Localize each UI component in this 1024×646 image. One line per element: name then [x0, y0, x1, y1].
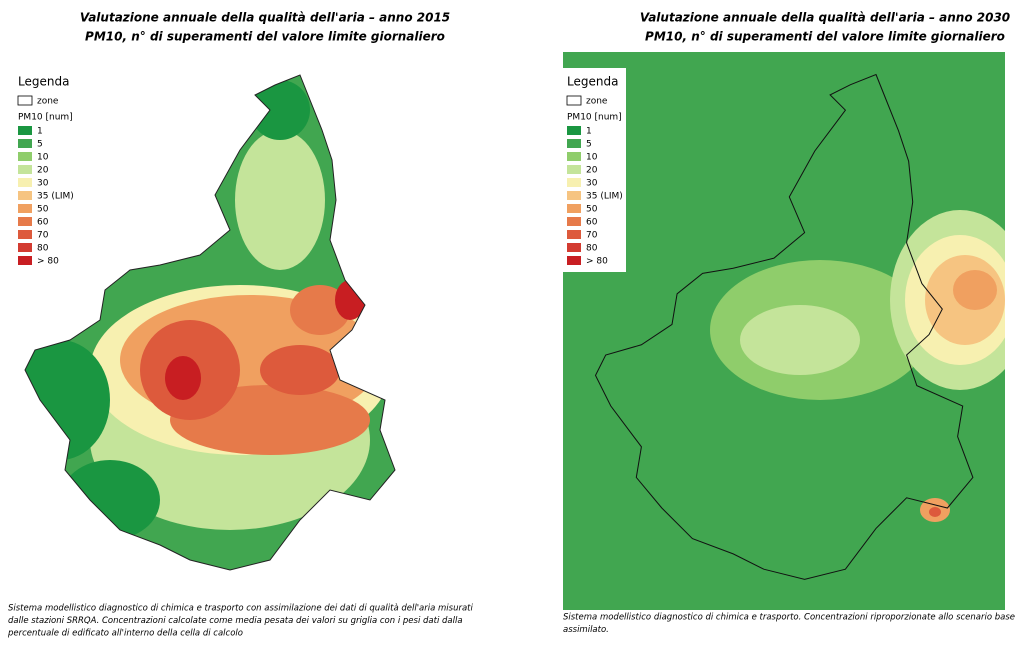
legend-label: 5: [37, 140, 43, 150]
legend-title: Legenda: [567, 75, 618, 89]
legend-swatch: [18, 178, 32, 187]
legend-swatch: [567, 152, 581, 161]
legend-label: 60: [586, 218, 598, 228]
legend-label: 30: [37, 179, 49, 189]
title: Valutazione annuale della qualità dell'a…: [80, 11, 450, 25]
legend-swatch: [567, 256, 581, 265]
caption: Sistema modellistico diagnostico di chim…: [8, 604, 474, 614]
legend-swatch: [567, 165, 581, 174]
legend-label: 35 (LIM): [37, 192, 74, 202]
legend-swatch: [567, 191, 581, 200]
title: PM10, n° di superamenti del valore limit…: [85, 30, 445, 44]
legend-label: zone: [586, 97, 608, 107]
legend-label: 70: [37, 231, 49, 241]
legend-label: 80: [586, 244, 598, 254]
legend-unit: PM10 [num]: [18, 113, 73, 123]
legend-title: Legenda: [18, 75, 69, 89]
legend-swatch: [18, 243, 32, 252]
legend-label: 1: [37, 127, 43, 137]
title: Valutazione annuale della qualità dell'a…: [640, 11, 1010, 25]
legend-label: 20: [586, 166, 598, 176]
caption: percentuale di edificato all'interno del…: [7, 629, 243, 639]
legend-swatch: [18, 126, 32, 135]
legend-label: 50: [586, 205, 598, 215]
legend-swatch: [567, 217, 581, 226]
legend-label: 5: [586, 140, 592, 150]
zone-swatch: [566, 95, 582, 106]
map-2015: [24, 74, 396, 571]
legend-label: > 80: [37, 257, 59, 267]
legend-swatch: [567, 204, 581, 213]
legend-swatch: [18, 230, 32, 239]
legend-swatch: [18, 139, 32, 148]
caption: assimilato.: [563, 625, 609, 635]
legend-label: 10: [37, 153, 49, 163]
legend-label: 30: [586, 179, 598, 189]
legend-swatch: [18, 152, 32, 161]
legend-swatch: [18, 191, 32, 200]
zone-swatch: [17, 95, 33, 106]
legend-swatch: [18, 217, 32, 226]
legend-label: 35 (LIM): [586, 192, 623, 202]
legend-label: 10: [586, 153, 598, 163]
legend-label: 60: [37, 218, 49, 228]
legend-swatch: [567, 230, 581, 239]
legend-label: > 80: [586, 257, 608, 267]
legend-swatch: [567, 243, 581, 252]
legend-label: 20: [37, 166, 49, 176]
title: PM10, n° di superamenti del valore limit…: [645, 30, 1005, 44]
legend-swatch: [18, 256, 32, 265]
legend-swatch: [567, 178, 581, 187]
legend-label: 70: [586, 231, 598, 241]
legend-label: zone: [37, 97, 59, 107]
legend-swatch: [18, 165, 32, 174]
legend-swatch: [567, 126, 581, 135]
legend-label: 80: [37, 244, 49, 254]
legend-label: 50: [37, 205, 49, 215]
legend-unit: PM10 [num]: [567, 113, 622, 123]
legend-label: 1: [586, 127, 592, 137]
legend-swatch: [567, 139, 581, 148]
map-2030: [563, 52, 1005, 610]
caption: Sistema modellistico diagnostico di chim…: [563, 613, 1015, 623]
legend-swatch: [18, 204, 32, 213]
caption: dalle stazioni SRRQA. Concentrazioni cal…: [8, 616, 463, 626]
